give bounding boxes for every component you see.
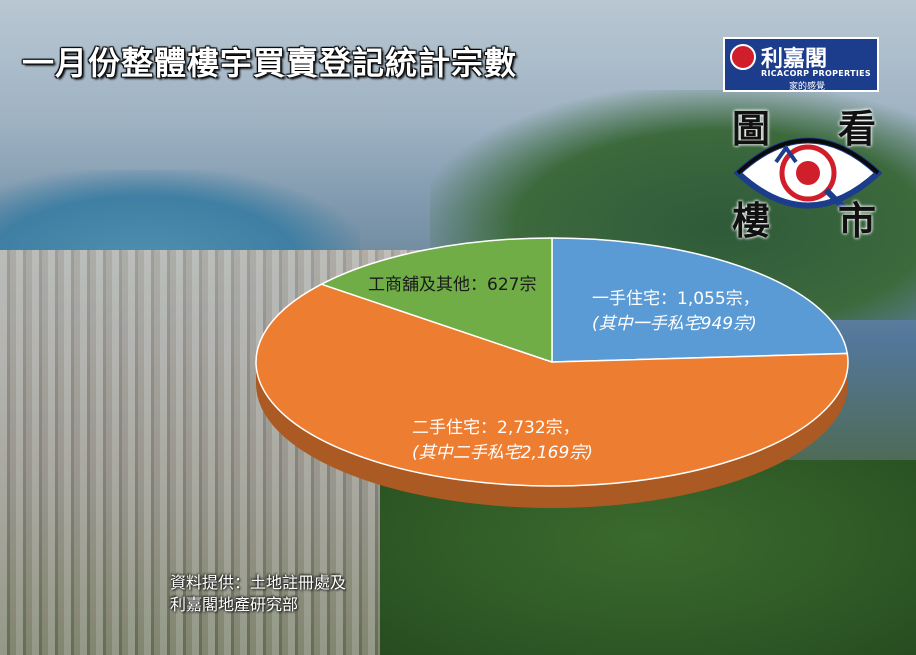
slice-label-first-hand-sub: (其中一手私宅949宗) <box>592 314 757 334</box>
slice-label-commercial: 工商舖及其他：627宗 <box>368 270 536 295</box>
slice-label-first-hand: 一手住宅：1,055宗， (其中一手私宅949宗) <box>592 284 760 334</box>
page-title: 一月份整體樓宇買賣登記統計宗數 <box>22 44 518 82</box>
badge-char-3: 樓 <box>732 198 771 243</box>
badge-char-2: 看 <box>838 106 877 151</box>
logo-tagline: 家的感覺 <box>789 82 826 92</box>
logo-name-cn: 利嘉閣 <box>761 46 828 72</box>
pie-slice-first-hand <box>551 237 849 363</box>
slice-label-commercial-main: 工商舖及其他：627宗 <box>368 275 537 295</box>
source-line-1: 資料提供：土地註冊處及 <box>170 573 347 592</box>
badge-char-4: 市 <box>838 198 877 243</box>
slice-label-second-hand-sub: (其中二手私宅2,169宗) <box>412 443 593 463</box>
slice-label-first-hand-main: 一手住宅：1,055宗， <box>592 289 760 309</box>
slice-label-second-hand-main: 二手住宅：2,732宗， <box>412 418 580 438</box>
eye-icon <box>733 137 883 213</box>
pie-slice-second-hand-side <box>256 362 848 508</box>
logo-name-en: RICACORP PROPERTIES <box>761 69 871 78</box>
source-line-2: 利嘉閣地產研究部 <box>170 595 299 614</box>
slice-label-second-hand: 二手住宅：2,732宗， (其中二手私宅2,169宗) <box>412 413 593 463</box>
view-market-badge: 圖 看 樓 市 <box>728 98 888 243</box>
ricacorp-logo: 利嘉閣 RICACORP PROPERTIES 家的感覺 <box>723 37 879 92</box>
pie-slice-commercial <box>319 237 553 364</box>
rc-logo-icon <box>730 44 756 70</box>
badge-char-1: 圖 <box>732 106 771 151</box>
source-note: 資料提供：土地註冊處及 利嘉閣地產研究部 <box>170 572 346 616</box>
pie-slice-second-hand <box>255 283 849 487</box>
